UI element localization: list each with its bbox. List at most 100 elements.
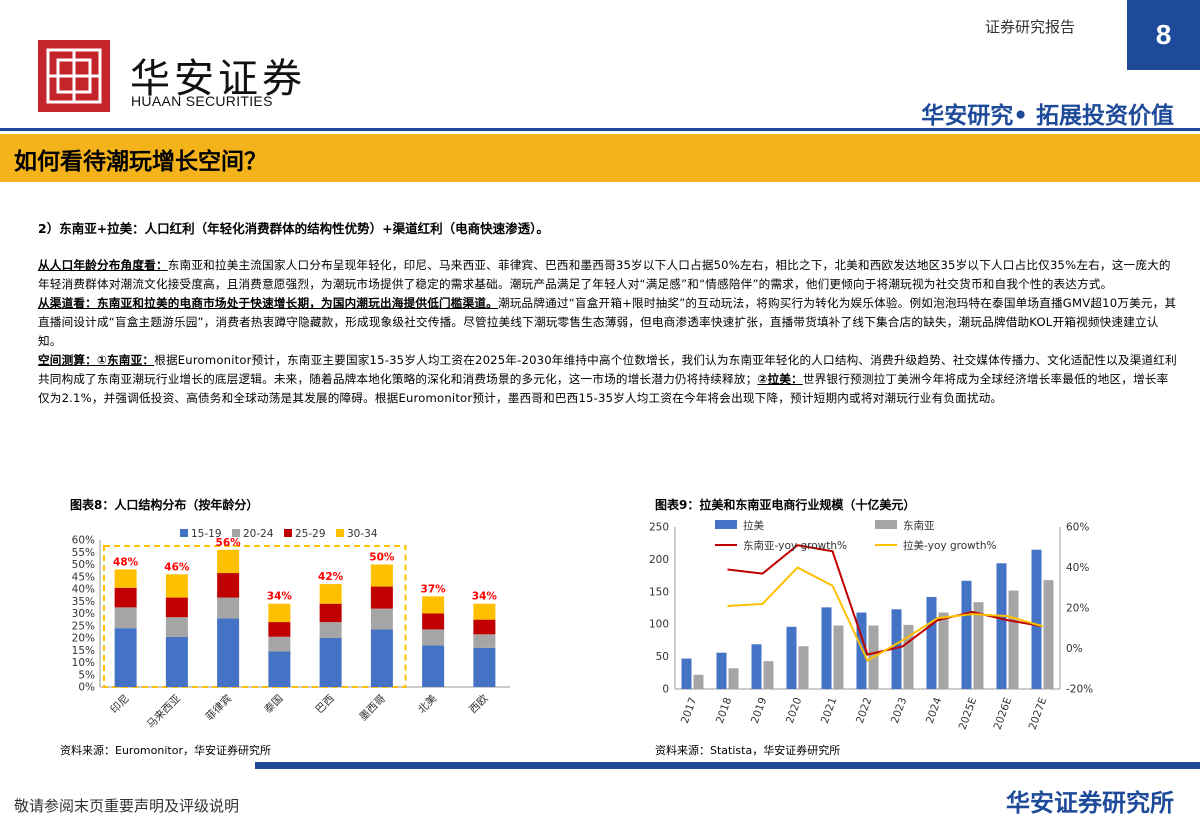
data-label: 56% — [216, 537, 242, 549]
bar-segment — [473, 634, 496, 648]
figure9-chart: 0 50 100 150 200 250 -20% 0% 20% 40% 60% 2017 2018 20… — [649, 519, 1093, 731]
x-tick-label: 西欧 — [467, 692, 491, 716]
legend-swatch — [336, 529, 344, 537]
y-tick-label: 15% — [72, 645, 95, 657]
y-tick-label: 5% — [78, 669, 95, 681]
y-tick-label: 50 — [656, 651, 669, 663]
y-tick-label: 10% — [72, 657, 95, 669]
bar — [681, 658, 692, 689]
y-tick-label: 55% — [72, 547, 95, 559]
bar-segment — [114, 569, 137, 588]
bar-segment — [268, 622, 291, 637]
legend-swatch — [875, 520, 897, 529]
bar-segment — [319, 603, 342, 623]
x-tick-label: 2022 — [854, 696, 874, 725]
bar-segment — [114, 628, 137, 687]
bar-segment — [370, 608, 393, 630]
x-tick-label: 2023 — [889, 696, 909, 725]
x-tick-label: 2025E — [957, 696, 980, 731]
y-tick-label: 50% — [72, 559, 95, 571]
bar-segment — [319, 622, 342, 638]
bar — [798, 646, 809, 689]
y-tick-label: 250 — [649, 522, 669, 534]
bar-segment — [370, 564, 393, 587]
bar — [751, 644, 762, 689]
bar-segment — [268, 603, 291, 623]
series-line — [727, 566, 1043, 663]
paragraph-demographics: 从人口年龄分布角度看：东南亚和拉美主流国家人口分布呈现年轻化，印尼、马来西亚、菲… — [38, 256, 1178, 294]
bar — [938, 612, 949, 689]
legend-label: 30-34 — [347, 528, 378, 540]
legend-swatch — [715, 520, 737, 529]
highlight-box — [103, 545, 407, 688]
data-label: 34% — [472, 591, 498, 603]
x-tick-label: 2020 — [784, 696, 804, 725]
bar — [693, 674, 704, 689]
paragraph-sizing: 空间测算：①东南亚：根据Euromonitor预计，东南亚主要国家15-35岁人… — [38, 351, 1178, 408]
data-label: 34% — [267, 591, 293, 603]
bar-segment — [217, 573, 240, 598]
bar — [786, 626, 797, 689]
bar-segment — [165, 636, 188, 687]
bar — [996, 563, 1007, 689]
bar — [716, 652, 727, 689]
y-tick-label: 20% — [72, 633, 95, 645]
x-tick-label: 2024 — [924, 696, 945, 726]
y-tick-label: 60% — [72, 535, 95, 547]
y-tick-label: 40% — [72, 584, 95, 596]
legend-label: 20-24 — [243, 528, 274, 540]
x-tick-label: 2018 — [714, 696, 734, 725]
x-tick-label: 马来西亚 — [145, 692, 184, 731]
bar-segment — [422, 613, 445, 630]
legend-label: 15-19 — [191, 528, 222, 540]
x-tick-label: 菲律宾 — [203, 692, 234, 723]
footer-disclaimer: 敬请参阅末页重要声明及评级说明 — [14, 797, 240, 815]
bar — [1043, 580, 1054, 689]
bar-segment — [370, 629, 393, 687]
legend-label: 25-29 — [295, 528, 326, 540]
legend-label: 拉美-yoy growth% — [903, 539, 997, 552]
data-label: 37% — [421, 583, 447, 595]
x-tick-label: 2027E — [1027, 696, 1050, 731]
bar-segment — [268, 651, 291, 687]
y-tick-label: 25% — [72, 620, 95, 632]
page-number: 8 — [1127, 0, 1200, 70]
figure8-chart: 0%5%10%15%20%25%30%35%40%45%50%55%60%48%… — [72, 528, 510, 731]
y-tick-label: 150 — [649, 586, 669, 598]
y-tick-label: 0% — [78, 682, 95, 694]
y2-tick-label: 60% — [1066, 522, 1089, 534]
bar — [891, 609, 902, 689]
x-tick-label: 印尼 — [108, 693, 131, 716]
paragraph-text: 东南亚和拉美主流国家人口分布呈现年轻化，印尼、马来西亚、菲律宾、巴西和墨西哥35… — [38, 258, 1171, 291]
bar — [1031, 549, 1042, 689]
footer-org-name: 华安证券研究所 — [1006, 789, 1174, 817]
figure9-title: 图表9：拉美和东南亚电商行业规模（十亿美元） — [655, 498, 916, 512]
y2-tick-label: 20% — [1066, 603, 1089, 615]
data-label: 42% — [318, 571, 344, 583]
y2-tick-label: 0% — [1066, 643, 1083, 655]
section-title-bar: 如何看待潮玩增长空间？ — [0, 134, 1200, 182]
legend-swatch — [284, 529, 292, 537]
bar-segment — [217, 618, 240, 687]
paragraph-text: 世界银行预测拉丁美洲今年将成为全球经济增长率最低的地区，增长率仅为2.1%，并强… — [38, 372, 1169, 405]
bar-segment — [473, 619, 496, 635]
legend-label: 东南亚 — [903, 519, 935, 532]
figure9-source: 资料来源：Statista，华安证券研究所 — [655, 744, 841, 757]
y-tick-label: 35% — [72, 596, 95, 608]
x-tick-label: 2017 — [679, 696, 699, 725]
y2-tick-label: -20% — [1066, 684, 1093, 696]
header-slogan: 华安研究• 拓展投资价值 — [921, 103, 1174, 129]
logo-english-name: HUAAN SECURITIES — [131, 93, 273, 109]
bar-segment — [422, 645, 445, 687]
paragraph-sub-lead: ②拉美： — [757, 372, 803, 386]
y-tick-label: 30% — [72, 608, 95, 620]
bar — [926, 596, 937, 689]
bar-segment — [319, 638, 342, 687]
bar-segment — [114, 587, 137, 608]
bar-segment — [268, 636, 291, 652]
x-tick-label: 墨西哥 — [357, 693, 388, 724]
paragraph-text: 根据Euromonitor预计，东南亚主要国家15-35岁人均工资在2025年-… — [38, 353, 1177, 386]
bar-segment — [473, 603, 496, 620]
y-tick-label: 45% — [72, 571, 95, 583]
bar-segment — [422, 629, 445, 646]
